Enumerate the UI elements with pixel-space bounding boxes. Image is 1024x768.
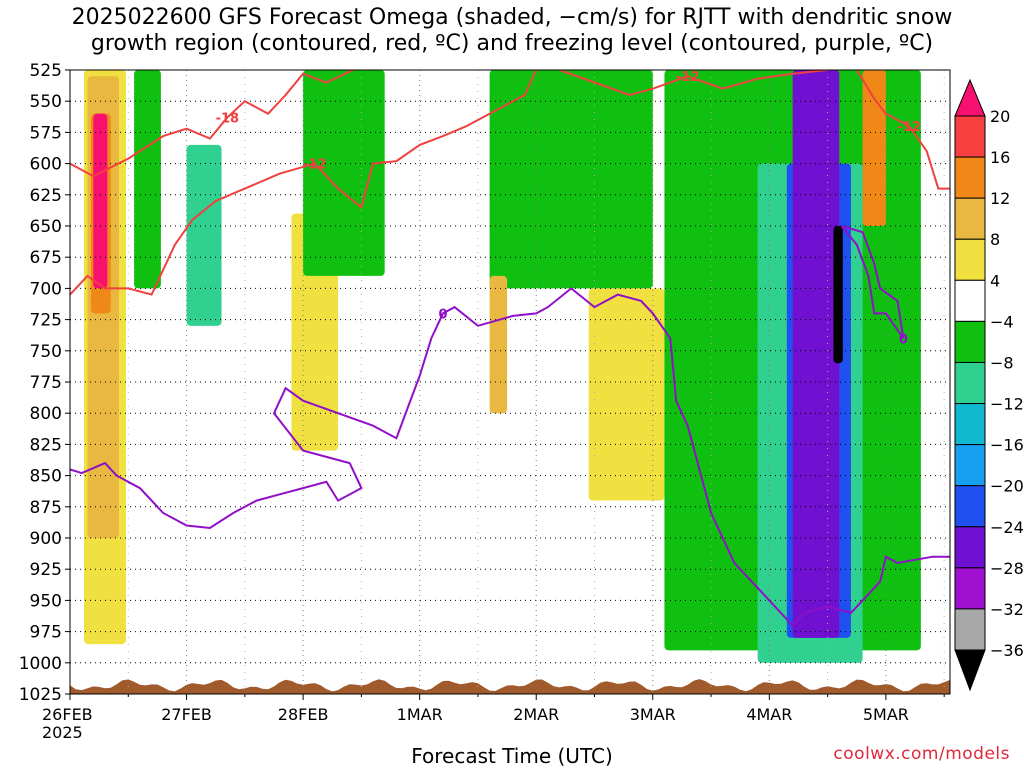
freezing-level-contour-upper-label: 0	[899, 332, 908, 347]
colorbar-label-4: 4	[990, 271, 1000, 290]
colorbar-box-10	[954, 485, 986, 528]
colorbar-label-9: −20	[990, 477, 1024, 496]
y-tick-label-525: 525	[30, 61, 62, 81]
x-tick-label-26FEB: 26FEB	[42, 705, 93, 724]
omega-shading-layer	[83, 70, 921, 663]
chart-title-line1: 2025022600 GFS Forecast Omega (shaded, −…	[71, 5, 953, 30]
dendritic-contour-0	[70, 70, 356, 178]
chart-title-line2: growth region (contoured, red, ºC) and f…	[90, 31, 934, 56]
colorbar-label-1: 16	[990, 148, 1010, 167]
y-tick-label-725: 725	[30, 311, 62, 331]
colorbar-box-6	[954, 320, 986, 363]
colorbar-box-7	[954, 361, 986, 405]
dendritic-contour-0-label: -18	[216, 111, 240, 126]
colorbar-label-7: −12	[990, 395, 1024, 414]
x-tick-label-3MAR: 3MAR	[630, 705, 676, 724]
freezing-level-contour-label: 0	[438, 307, 447, 322]
y-tick-label-625: 625	[30, 186, 62, 206]
colorbar-label-6: −8	[990, 353, 1014, 372]
terrain-layer	[70, 679, 950, 694]
omega-region-4	[134, 70, 161, 289]
dendritic-contour-1	[70, 70, 538, 296]
x-year-label: 2025	[42, 723, 83, 742]
colorbar-label-12: −32	[990, 600, 1024, 619]
y-tick-label-825: 825	[30, 435, 62, 455]
y-tick-label-800: 800	[30, 404, 62, 424]
dendritic-contour-2	[559, 70, 828, 97]
y-tick-label-550: 550	[30, 92, 62, 112]
colorbar-box-12	[954, 567, 986, 610]
colorbar-box-3	[954, 197, 986, 240]
omega-region-15	[833, 226, 843, 364]
x-tick-label-2MAR: 2MAR	[513, 705, 559, 724]
y-tick-label-575: 575	[30, 123, 62, 143]
colorbar-label-0: 20	[990, 107, 1010, 126]
grid-layer	[70, 70, 950, 694]
y-tick-label-950: 950	[30, 591, 62, 611]
freezing-level-contour	[70, 287, 950, 627]
y-tick-label-1025: 1025	[19, 685, 62, 705]
x-axis-ticks: 26FEB 27FEB 28FEB 1MAR 2MAR 3MAR 4MAR 5MAR 2025	[42, 694, 945, 742]
colorbar-label-2: 12	[990, 189, 1010, 208]
colorbar: 20 16 12 8 4 −4 −8 −12 −16 −20 −24 −28 −32 −36	[954, 78, 1024, 692]
x-tick-label-28FEB: 28FEB	[278, 705, 329, 724]
colorbar-box-1	[954, 115, 986, 158]
dendritic-contour-3	[855, 70, 950, 190]
freezing-level-contour-upper	[840, 225, 905, 339]
terrain-band	[70, 679, 950, 694]
colorbar-box-13	[954, 608, 986, 651]
colorbar-label-13: −36	[990, 641, 1024, 660]
colorbar-box-2	[954, 156, 986, 199]
omega-region-3	[93, 113, 108, 289]
colorbar-top-arrow	[954, 78, 986, 117]
dendritic-contour-3-label: -12	[897, 120, 921, 135]
omega-region-9	[489, 275, 508, 414]
credit-text: coolwx.com/models	[833, 744, 1010, 764]
contour-layer: 0 0 -18 -12 -12 -12	[70, 70, 950, 627]
colorbar-box-5	[954, 279, 986, 322]
omega-region-16	[862, 70, 886, 226]
y-tick-label-900: 900	[30, 529, 62, 549]
y-tick-label-875: 875	[30, 498, 62, 518]
x-tick-label-1MAR: 1MAR	[397, 705, 443, 724]
colorbar-label-5: −4	[990, 312, 1014, 331]
y-tick-label-750: 750	[30, 342, 62, 362]
y-tick-label-650: 650	[30, 217, 62, 237]
dendritic-contour-2-label: -12	[676, 70, 700, 85]
x-tick-label-4MAR: 4MAR	[746, 705, 792, 724]
y-tick-label-675: 675	[30, 248, 62, 268]
colorbar-label-3: 8	[990, 230, 1000, 249]
x-axis-title: Forecast Time (UTC)	[0, 744, 1024, 768]
x-tick-label-5MAR: 5MAR	[863, 705, 909, 724]
y-tick-label-1000: 1000	[19, 654, 62, 674]
colorbar-box-8	[954, 403, 986, 446]
y-axis-ticks: 525 550 575 600 625 650 675 700 725 750 775 800 825 8…	[19, 61, 70, 705]
x-tick-label-27FEB: 27FEB	[161, 705, 212, 724]
colorbar-bottom-arrow	[954, 649, 986, 692]
y-tick-label-975: 975	[30, 623, 62, 643]
colorbar-box-9	[954, 444, 986, 487]
y-tick-label-850: 850	[30, 467, 62, 487]
y-tick-label-600: 600	[30, 155, 62, 175]
omega-region-5	[186, 144, 222, 326]
colorbar-box-11	[954, 526, 986, 569]
colorbar-box-4	[954, 238, 986, 281]
x-axis-title-text: Forecast Time (UTC)	[411, 744, 613, 768]
omega-region-10	[588, 288, 665, 501]
colorbar-label-11: −28	[990, 559, 1024, 578]
dendritic-contour-1-label: -12	[303, 158, 327, 173]
omega-region-7	[303, 70, 385, 276]
omega-region-14	[792, 70, 840, 638]
y-tick-label-775: 775	[30, 373, 62, 393]
colorbar-label-8: −16	[990, 436, 1024, 455]
y-tick-label-700: 700	[30, 279, 62, 299]
omega-region-8	[489, 70, 653, 289]
colorbar-label-10: −24	[990, 518, 1024, 537]
y-tick-label-925: 925	[30, 560, 62, 580]
